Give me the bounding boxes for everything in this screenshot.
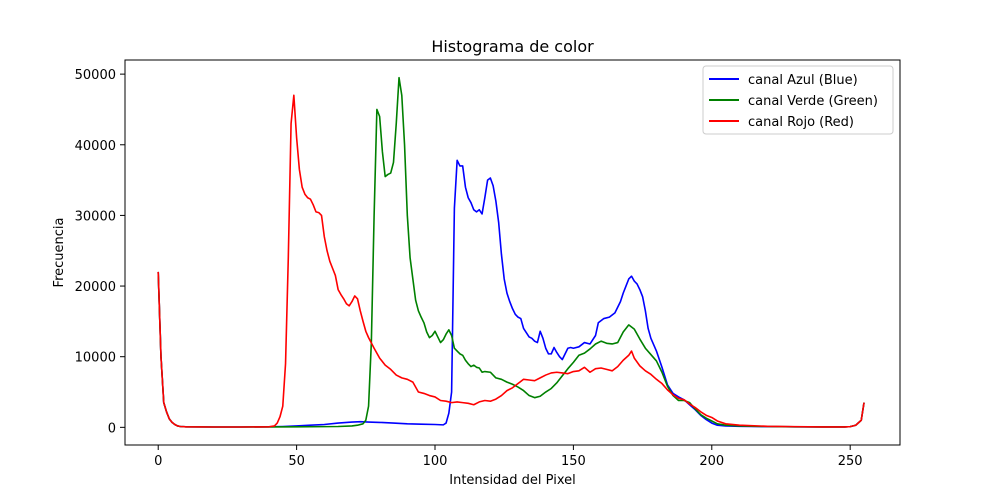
- y-axis: 0 10000 20000 30000 40000 50000: [75, 68, 125, 436]
- x-tick-label: 0: [154, 454, 162, 469]
- legend: canal Azul (Blue) canal Verde (Green) cana…: [702, 65, 894, 135]
- x-tick-label: 100: [423, 454, 448, 469]
- x-tick-label: 50: [288, 454, 305, 469]
- x-tick-label: 250: [838, 454, 863, 469]
- chart-title: Histograma de color: [431, 37, 594, 56]
- y-tick-label: 50000: [75, 68, 116, 83]
- legend-label-0: canal Azul (Blue): [748, 73, 858, 88]
- legend-box: [702, 65, 894, 135]
- plot-frame: [124, 59, 901, 446]
- legend-label-1: canal Verde (Green): [748, 94, 878, 109]
- x-tick-label: 200: [699, 454, 724, 469]
- series-line-2: [157, 94, 865, 428]
- y-axis-title: Frecuencia: [52, 218, 67, 288]
- y-tick-label: 10000: [75, 351, 116, 366]
- series-line-1: [157, 76, 865, 428]
- legend-label-2: canal Rojo (Red): [748, 115, 854, 130]
- y-tick-label: 40000: [75, 139, 116, 154]
- x-tick-label: 150: [561, 454, 586, 469]
- x-axis: 0 50 100 150 200 250: [154, 445, 863, 469]
- y-tick-label: 0: [108, 421, 116, 436]
- y-tick-label: 20000: [75, 280, 116, 295]
- series-layer: [157, 76, 865, 428]
- y-tick-label: 30000: [75, 209, 116, 224]
- x-axis-title: Intensidad del Pixel: [449, 473, 575, 488]
